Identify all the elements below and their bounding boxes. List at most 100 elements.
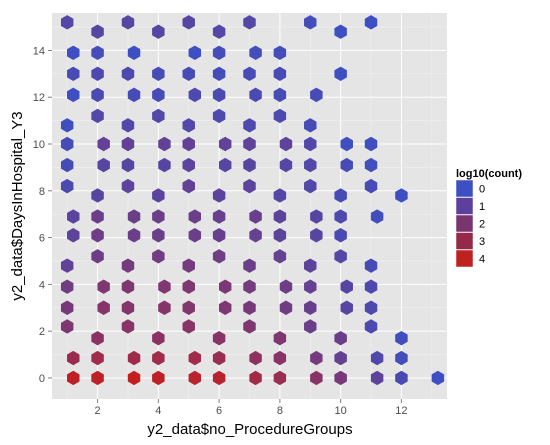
hex-cell [334,350,347,366]
hex-cell [182,279,195,294]
hex-cell [212,24,226,39]
y-tick-label: 14 [33,45,45,57]
hex-cell [67,66,80,82]
hex-cell [97,300,110,315]
hex-cell [182,178,195,194]
hex-cell [364,319,378,334]
hex-cell [334,24,347,39]
hex-cell [310,350,323,366]
hex-cell [67,350,80,366]
hex-cell [91,87,104,103]
hex-cell [243,258,256,273]
x-tick-label: 4 [155,405,161,417]
legend-label: 2 [479,219,485,231]
hex-cell [243,300,256,315]
hex-cell [243,157,256,173]
hex-cell [310,209,323,224]
hex-cell [121,258,135,273]
hex-cell [91,228,104,243]
hex-cell [218,157,232,173]
hex-cell [243,136,256,152]
hex-cell [273,370,287,386]
hex-cell [152,108,165,124]
hex-cell [334,188,347,203]
hex-cell [91,350,104,366]
hex-cell [218,136,232,152]
hex-cell [182,15,195,30]
hex-cell [212,370,226,386]
hex-cell [152,330,165,346]
hex-cell [121,178,135,194]
hex-cell [304,157,317,173]
hex-cell [60,300,74,315]
hex-cell [60,279,74,294]
y-tick-label: 2 [39,326,45,338]
hex-cell [127,87,141,103]
hex-cell [212,330,226,346]
hex-cell [60,319,74,334]
hex-cell [121,319,135,334]
hex-cell [218,300,232,315]
hex-cell [97,279,110,294]
hex-cell [304,178,317,194]
hex-cell [158,300,171,315]
hex-cell [152,209,165,224]
hex-cell [60,136,74,152]
hex-cell [249,370,262,386]
hex-cell [152,228,165,243]
hex-cell [279,279,293,294]
legend-label: 3 [479,236,485,248]
hex-cell [60,118,74,133]
hex-cell [60,15,74,30]
hex-cell [249,350,262,366]
hex-cell [279,136,293,152]
hex-cell [212,350,226,366]
hex-cell [395,350,408,366]
hex-cell [340,279,353,294]
hex-cell [158,279,171,294]
legend-label: 1 [479,201,485,213]
hex-cell [212,45,226,60]
hex-cell [152,370,165,386]
hex-cell [188,370,202,386]
hex-cell [121,300,135,315]
legend: log10(count) 0 1 2 3 4 [455,168,522,268]
hex-cell [334,330,347,346]
hex-cell [212,228,226,243]
hex-cell [188,45,202,60]
hex-cell [212,249,226,264]
legend-label: 4 [479,254,485,266]
legend-swatch [455,214,474,233]
hex-cell [121,279,135,294]
hex-cell [152,66,165,82]
hex-cell [218,279,232,294]
hex-cell [334,66,347,82]
hex-cell [212,66,226,82]
hex-cell [243,118,256,133]
hex-cell [152,350,165,366]
hex-cell [182,319,195,334]
hex-cell [97,136,110,152]
hex-cell [152,24,165,39]
hex-cell [273,188,287,203]
legend-swatch [455,197,474,215]
hex-cell [152,188,165,203]
y-tick-label: 12 [33,92,45,104]
x-tick-label: 10 [335,405,347,417]
hex-cell [334,370,347,386]
hex-cell [249,228,262,243]
hex-cell [67,45,80,60]
hex-cell [273,66,287,82]
hex-cell [182,258,195,273]
y-axis-label: y2_data$DaysInHospital_Y3 [9,111,26,300]
legend-label: 0 [479,184,485,196]
hex-cell [370,209,384,224]
hex-cell [152,87,165,103]
hex-cell [304,300,317,315]
hex-cell [395,188,408,203]
hex-cell [273,228,287,243]
hex-cell [304,279,317,294]
hex-cell [243,319,256,334]
hex-cell [91,370,104,386]
